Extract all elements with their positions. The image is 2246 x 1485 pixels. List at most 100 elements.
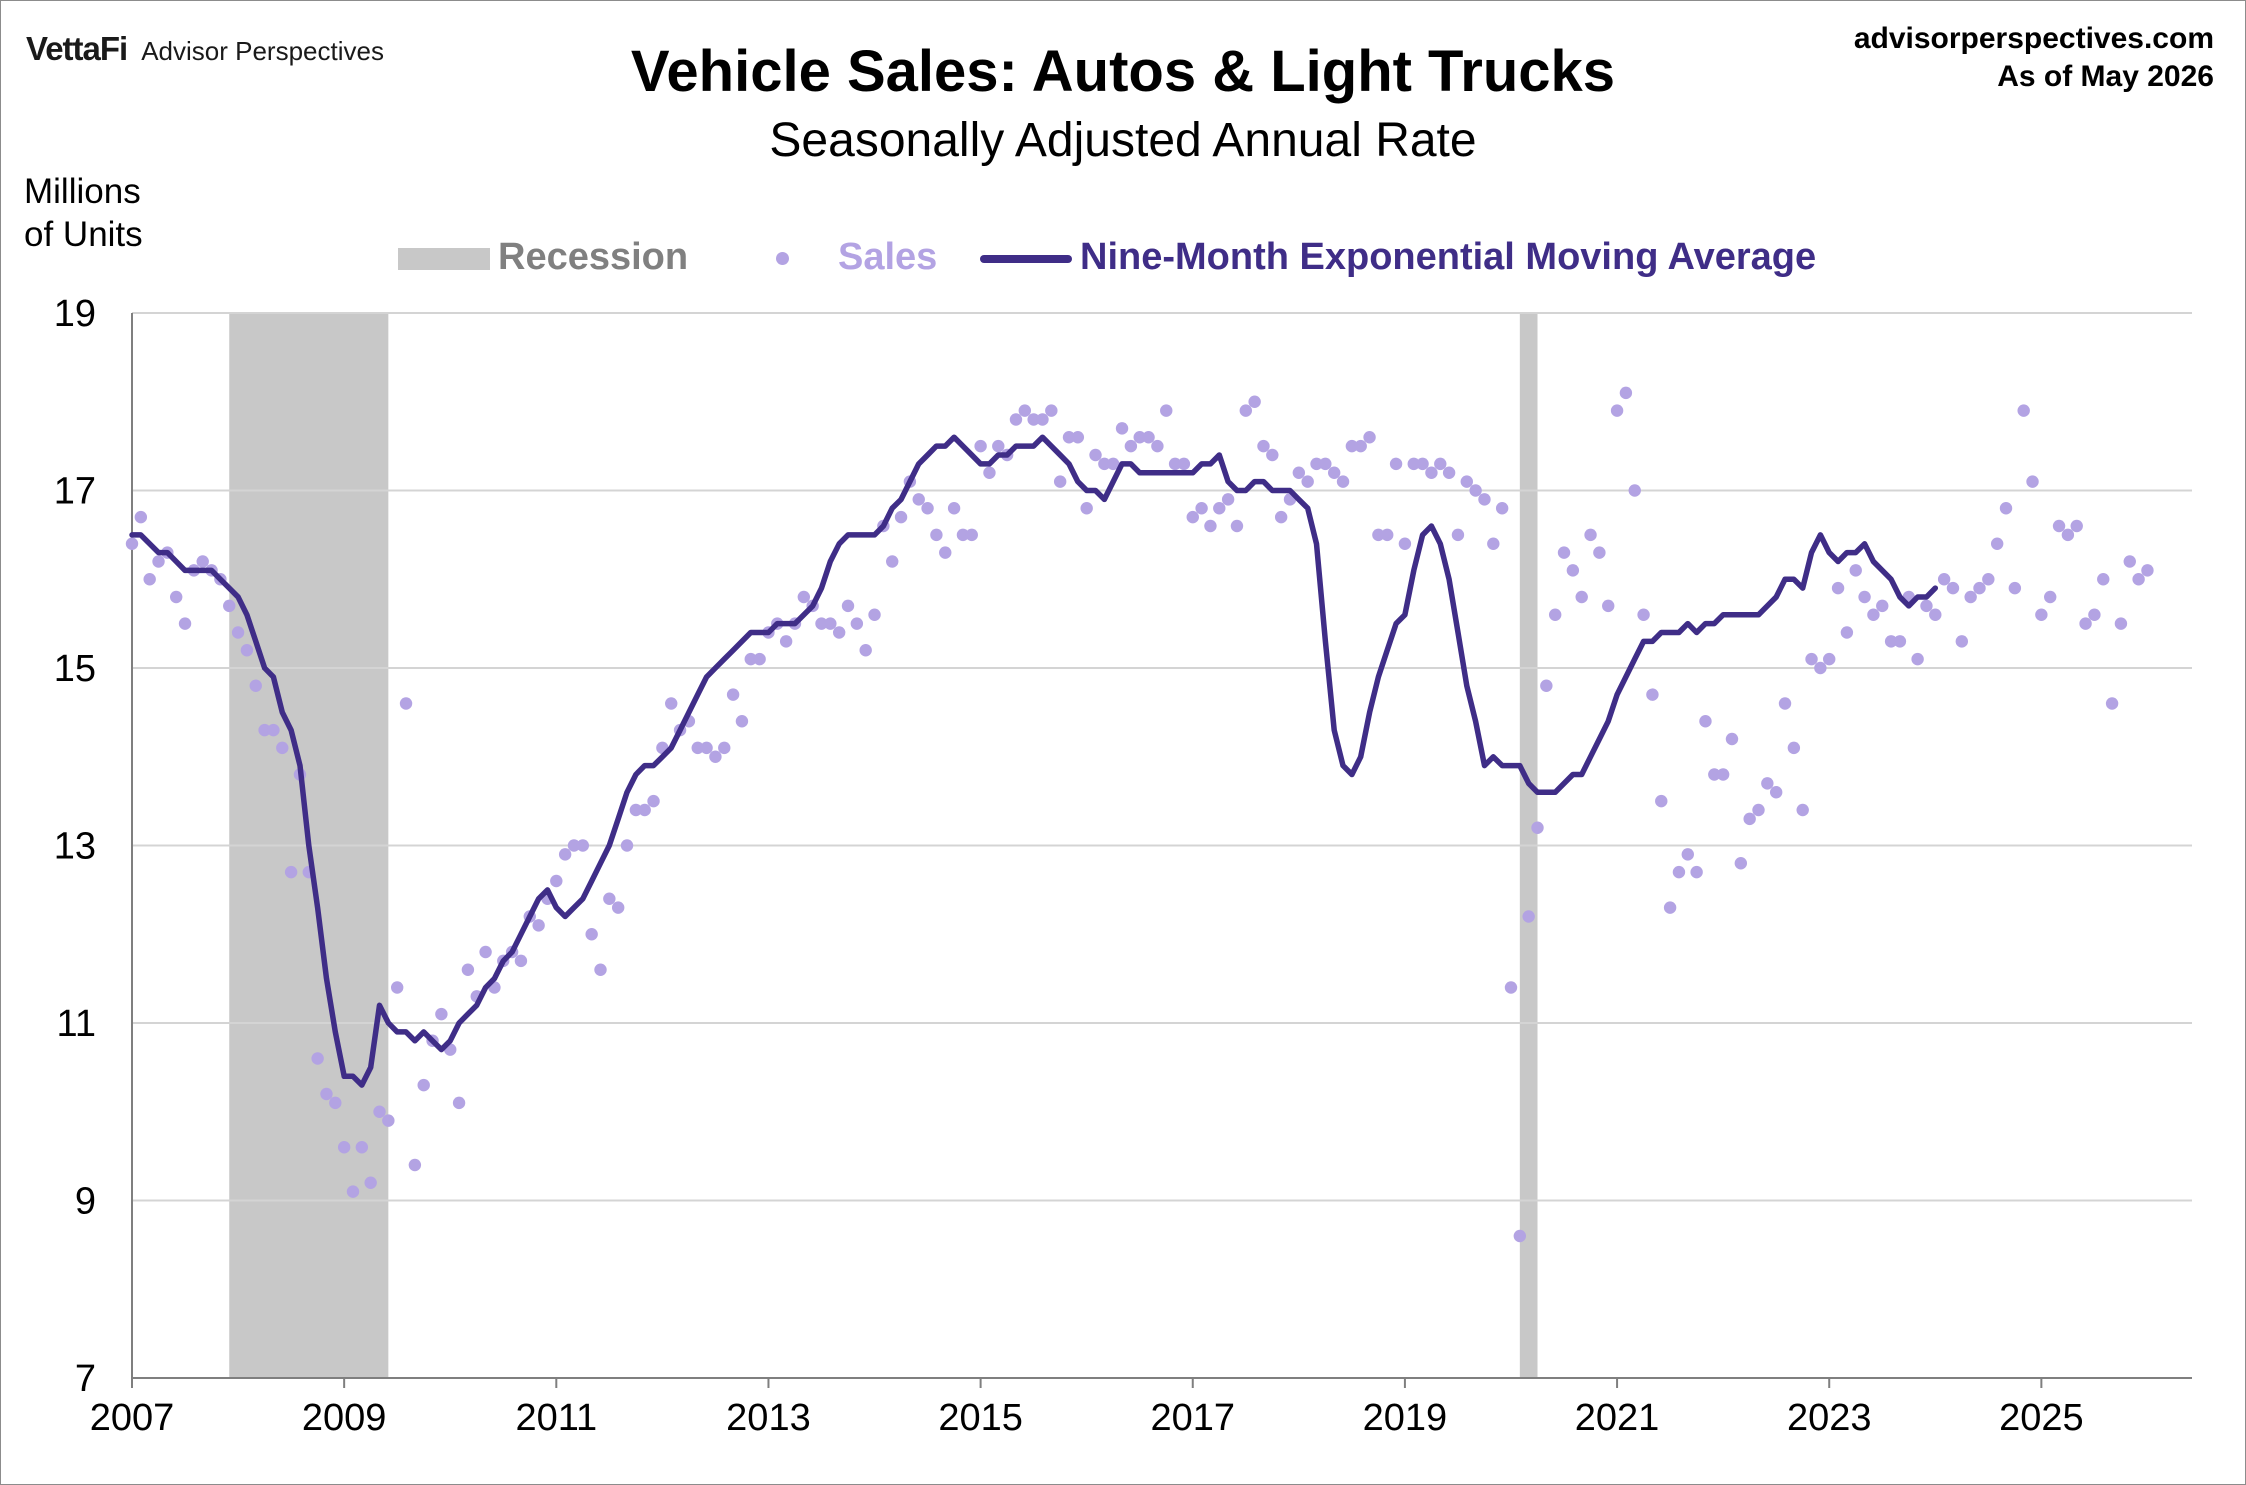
sales-point bbox=[1628, 484, 1641, 497]
sales-point bbox=[1336, 475, 1350, 488]
sales-point bbox=[2114, 617, 2128, 630]
vettafi-logo: VettaFi bbox=[26, 30, 128, 67]
sales-point bbox=[1937, 573, 1951, 586]
sales-point bbox=[726, 688, 740, 701]
x-tick-label: 2007 bbox=[90, 1397, 175, 1439]
sales-point bbox=[647, 794, 660, 808]
sales-point bbox=[1495, 502, 1509, 515]
x-tick-label: 2021 bbox=[1575, 1397, 1660, 1439]
sales-point bbox=[824, 617, 837, 630]
sales-point bbox=[1133, 431, 1146, 444]
sales-point bbox=[1195, 502, 1208, 515]
sales-point bbox=[373, 1105, 386, 1118]
sales-point bbox=[1009, 413, 1023, 426]
sales-point bbox=[435, 1007, 448, 1021]
sales-point bbox=[1434, 457, 1447, 471]
sales-point bbox=[1531, 821, 1544, 834]
sales-point bbox=[779, 635, 793, 648]
sales-point bbox=[284, 865, 298, 879]
sales-point bbox=[223, 599, 236, 613]
legend-ema-label: Nine-Month Exponential Moving Average bbox=[1080, 236, 1817, 278]
sales-point bbox=[1045, 404, 1058, 417]
sales-point bbox=[1964, 590, 1977, 604]
sales-point bbox=[550, 874, 563, 888]
sales-point bbox=[1160, 404, 1173, 417]
y-tick-label: 19 bbox=[54, 293, 96, 335]
sales-point bbox=[1637, 608, 1650, 621]
sales-point bbox=[1416, 457, 1429, 471]
sales-point bbox=[939, 546, 952, 559]
sales-point bbox=[1142, 431, 1155, 444]
sales-point bbox=[1548, 608, 1562, 621]
sales-point bbox=[665, 697, 678, 710]
sales-point bbox=[1566, 564, 1580, 577]
source-url: advisorperspectives.com bbox=[1853, 22, 2214, 55]
sales-point bbox=[2061, 528, 2075, 542]
sales-point bbox=[1292, 466, 1306, 479]
sales-point bbox=[1867, 608, 1880, 621]
sales-point bbox=[1602, 599, 1615, 613]
sales-point bbox=[1177, 457, 1191, 471]
sales-point bbox=[1663, 901, 1677, 914]
sales-point bbox=[735, 715, 749, 728]
sales-point bbox=[514, 954, 528, 968]
sales-point bbox=[1849, 564, 1862, 577]
sales-point bbox=[753, 652, 766, 666]
x-tick-label: 2023 bbox=[1787, 1397, 1872, 1439]
legend-sales-marker bbox=[776, 252, 789, 265]
y-tick-label: 15 bbox=[54, 648, 96, 690]
sales-point bbox=[930, 528, 943, 542]
sales-point bbox=[1840, 626, 1854, 639]
sales-point bbox=[1690, 865, 1703, 879]
sales-point bbox=[1098, 457, 1111, 471]
sales-point bbox=[143, 573, 156, 586]
sales-point bbox=[249, 679, 262, 692]
sales-point bbox=[1982, 573, 1995, 586]
sales-point bbox=[1327, 466, 1341, 479]
x-tick-label: 2019 bbox=[1363, 1397, 1448, 1439]
chart-subtitle: Seasonally Adjusted Annual Rate bbox=[769, 114, 1477, 167]
sales-point bbox=[965, 528, 978, 542]
sales-point bbox=[276, 741, 289, 755]
sales-point bbox=[744, 652, 757, 666]
sales-point bbox=[178, 617, 192, 630]
sales-point bbox=[1955, 635, 1969, 648]
sales-point bbox=[1248, 395, 1261, 408]
sales-point bbox=[1946, 581, 1960, 595]
sales-point bbox=[718, 741, 731, 755]
sales-point bbox=[2097, 573, 2110, 586]
sales-point bbox=[1769, 786, 1783, 799]
sales-point bbox=[912, 493, 925, 506]
chart-title: Vehicle Sales: Autos & Light Trucks bbox=[630, 39, 1616, 104]
sales-point bbox=[947, 502, 961, 515]
sales-point bbox=[1230, 519, 1244, 533]
sales-point bbox=[346, 1185, 360, 1198]
legend: Recession Sales Nine-Month Exponential M… bbox=[0, 232, 2246, 284]
sales-point bbox=[1301, 475, 1314, 488]
sales-point bbox=[974, 439, 987, 453]
sales-point bbox=[1460, 475, 1473, 488]
x-tick-label: 2015 bbox=[938, 1397, 1023, 1439]
legend-recession-swatch bbox=[398, 248, 490, 270]
sales-point bbox=[1451, 528, 1465, 542]
sales-point bbox=[594, 963, 607, 976]
sales-point bbox=[1274, 510, 1288, 524]
sales-point bbox=[894, 510, 908, 524]
sales-point bbox=[1354, 439, 1367, 453]
sales-point bbox=[1018, 404, 1032, 417]
sales-point bbox=[921, 502, 934, 515]
sales-point bbox=[134, 510, 148, 524]
x-tick-label: 2011 bbox=[515, 1397, 597, 1439]
as-of-date: As of May 2026 bbox=[1997, 60, 2214, 93]
sales-point bbox=[620, 839, 634, 852]
sales-point bbox=[629, 803, 643, 817]
sales-point bbox=[196, 555, 209, 568]
sales-point bbox=[603, 892, 616, 905]
sales-point bbox=[1557, 546, 1571, 559]
x-tick-label: 2025 bbox=[1999, 1397, 2084, 1439]
sales-point bbox=[1221, 493, 1235, 506]
sales-point bbox=[1787, 741, 1801, 755]
sales-point bbox=[1398, 537, 1412, 550]
sales-point bbox=[1487, 537, 1500, 550]
sales-point bbox=[1823, 652, 1836, 666]
